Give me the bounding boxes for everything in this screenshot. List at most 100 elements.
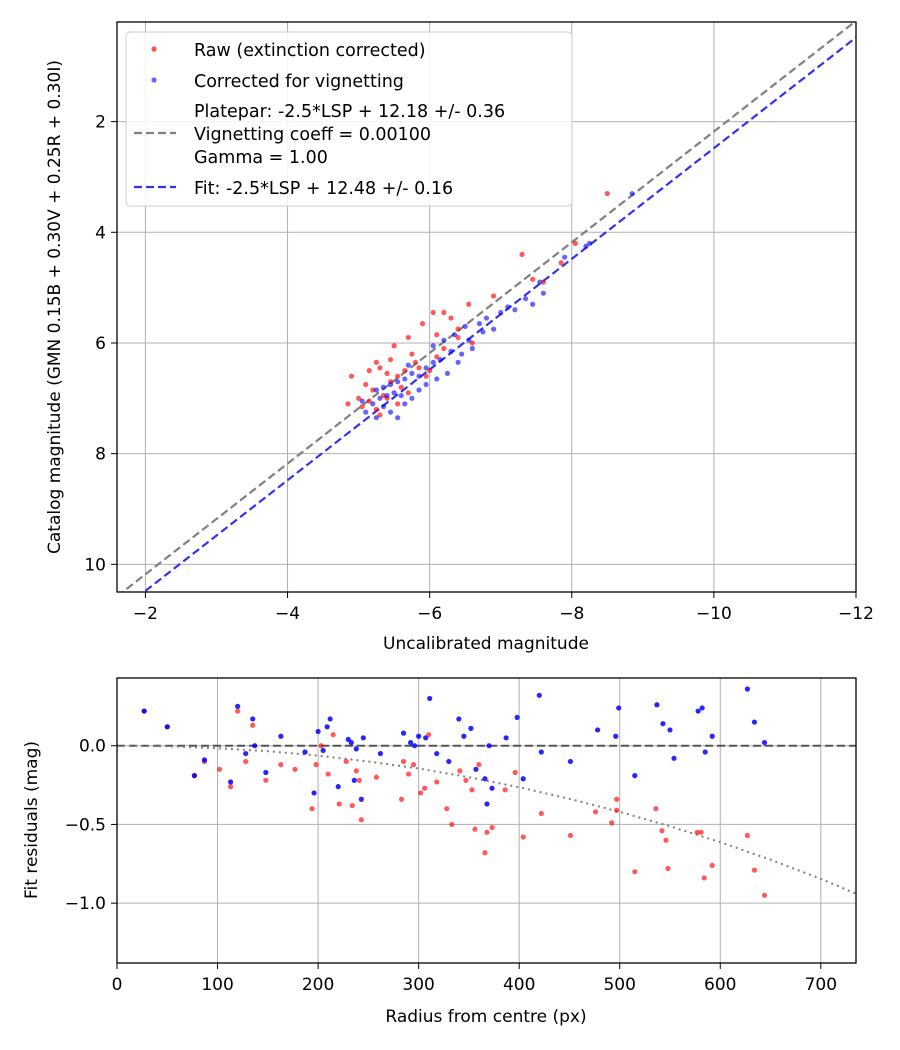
raw-point	[540, 279, 546, 285]
corrected-residual-point	[164, 724, 170, 730]
raw-residual-point	[411, 762, 417, 768]
corrected-point	[380, 404, 387, 410]
corrected-residual-point	[434, 750, 440, 757]
corrected-point	[537, 279, 543, 285]
raw-point	[387, 356, 394, 363]
raw-residual-point	[400, 758, 407, 765]
raw-point	[405, 390, 411, 396]
corrected-point	[423, 365, 429, 371]
legend-vignetting-label: Vignetting coeff = 0.00100	[194, 125, 431, 145]
raw-residual-point	[476, 762, 482, 768]
raw-point	[469, 340, 475, 346]
raw-residual-point	[216, 766, 223, 772]
legend-corrected-marker	[151, 77, 157, 83]
x-tick-label: 0	[112, 975, 123, 995]
raw-residual-point	[292, 766, 298, 772]
raw-point	[391, 343, 397, 349]
corrected-residual-point	[461, 733, 467, 739]
raw-point	[455, 326, 461, 332]
legend-box	[125, 31, 573, 207]
platepar-line	[120, 22, 856, 592]
raw-point	[395, 373, 401, 379]
y-tick-label: 8	[95, 445, 106, 465]
corrected-residual-point	[702, 749, 708, 755]
y-tick-label: 0.0	[79, 737, 106, 757]
x-tick-label: −12	[838, 604, 874, 624]
corrected-point	[498, 309, 504, 316]
bottom-grid	[116, 678, 856, 963]
raw-residual-point	[694, 829, 700, 835]
bottom-scatter-points	[141, 686, 768, 898]
raw-residual-point	[653, 806, 659, 812]
raw-residual-point	[235, 708, 241, 714]
x-tick-label: 200	[302, 975, 334, 995]
corrected-point	[469, 345, 475, 352]
top-x-axis-label: Uncalibrated magnitude	[383, 634, 589, 654]
corrected-residual-point	[520, 776, 526, 782]
raw-residual-point	[709, 862, 715, 868]
raw-residual-point	[325, 771, 331, 777]
raw-residual-point	[659, 828, 665, 834]
raw-point	[402, 368, 408, 374]
legend-raw-label: Raw (extinction corrected)	[194, 41, 426, 61]
raw-residual-point	[243, 758, 249, 765]
corrected-residual-point	[484, 801, 490, 807]
corrected-residual-point	[671, 755, 677, 761]
corrected-residual-point	[400, 730, 407, 736]
corrected-residual-point	[324, 724, 330, 730]
raw-residual-point	[313, 762, 319, 768]
corrected-residual-point	[761, 739, 768, 746]
corrected-residual-point	[416, 733, 422, 739]
corrected-point	[416, 387, 422, 393]
corrected-residual-point	[412, 743, 418, 749]
raw-residual-point	[512, 769, 518, 776]
raw-residual-point	[502, 787, 508, 793]
corrected-residual-point	[514, 714, 520, 720]
raw-residual-point	[263, 777, 269, 783]
raw-residual-point	[632, 869, 638, 875]
corrected-point	[476, 321, 482, 327]
corrected-point	[391, 390, 397, 396]
corrected-point	[405, 362, 411, 368]
corrected-point	[522, 296, 529, 302]
raw-residual-point	[614, 796, 620, 802]
corrected-residual-point	[311, 790, 317, 796]
corrected-point	[562, 254, 568, 260]
raw-point	[558, 260, 564, 266]
raw-point	[373, 359, 379, 365]
legend: Raw (extinction corrected) Corrected for…	[125, 31, 573, 207]
corrected-point	[395, 415, 401, 421]
raw-residual-point	[751, 867, 758, 873]
y-tick-label: −0.5	[65, 815, 106, 835]
raw-residual-point	[398, 796, 405, 802]
corrected-residual-point	[201, 757, 208, 763]
corrected-residual-point	[377, 750, 384, 757]
corrected-residual-point	[632, 773, 638, 779]
raw-point	[416, 365, 422, 371]
x-tick-label: −4	[275, 604, 300, 624]
raw-point	[345, 401, 351, 407]
corrected-residual-point	[315, 728, 321, 735]
corrected-residual-point	[427, 695, 433, 702]
raw-point	[572, 240, 578, 246]
top-axis-ticks: −2 −4 −6 −8 −10 −12 2 4 6 8 10	[84, 113, 874, 624]
x-tick-label: −6	[417, 604, 442, 624]
fit-line	[142, 36, 856, 592]
x-tick-label: −2	[133, 604, 158, 624]
corrected-residual-point	[654, 702, 660, 708]
corrected-point	[380, 384, 387, 390]
raw-point	[441, 309, 447, 316]
bottom-plot-frame	[116, 677, 857, 964]
top-scatter-points	[345, 190, 635, 421]
corrected-point	[430, 343, 436, 349]
raw-residual-point	[373, 774, 380, 780]
raw-point	[419, 321, 426, 327]
raw-residual-point	[567, 832, 574, 839]
corrected-residual-point	[327, 716, 333, 722]
legend-fit-label: Fit: -2.5*LSP + 12.48 +/- 0.16	[194, 179, 453, 199]
raw-residual-point	[358, 817, 364, 823]
corrected-point	[530, 301, 536, 307]
x-tick-label: 400	[503, 975, 535, 995]
corrected-residual-point	[320, 747, 326, 754]
corrected-residual-point	[252, 743, 258, 749]
